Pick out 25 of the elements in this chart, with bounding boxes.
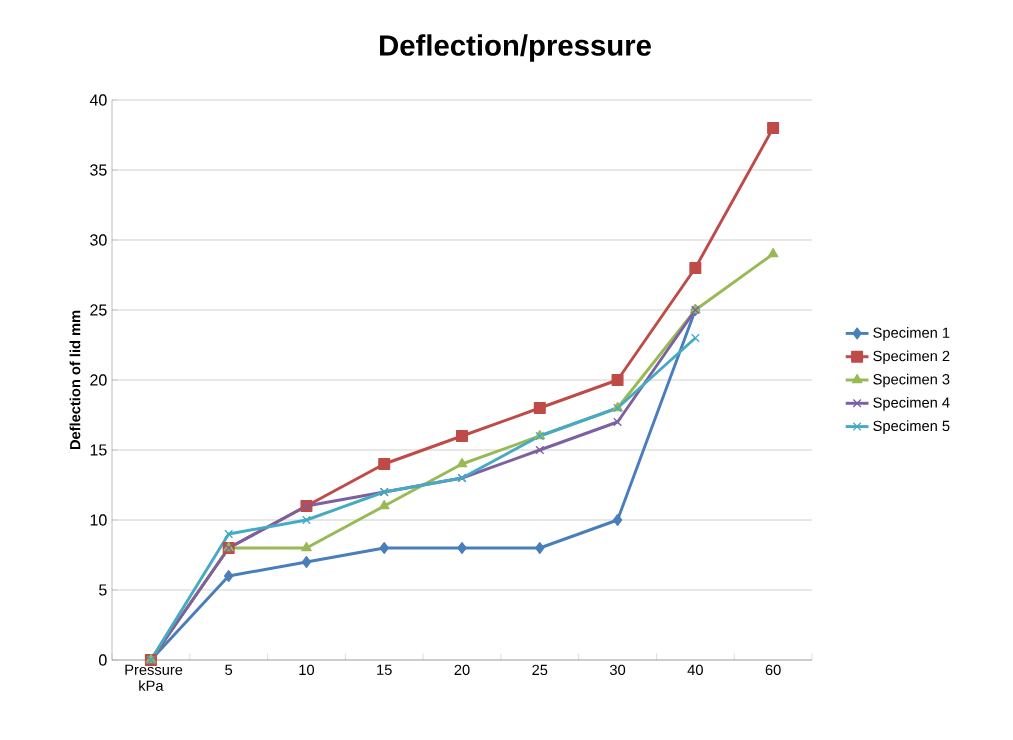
legend-label: Specimen 1 — [873, 327, 950, 341]
x-tick-label: 25 — [532, 664, 548, 676]
legend-label: Specimen 5 — [873, 420, 950, 434]
y-tick-label: 5 — [99, 584, 107, 596]
x-tick-label: 5 — [225, 664, 233, 675]
y-tick-label: 10 — [90, 514, 107, 526]
x-tick-label: 40 — [687, 664, 703, 676]
legend-label: Specimen 2 — [873, 350, 950, 365]
x-tick-label: 60 — [765, 664, 781, 676]
legend-label: Specimen 4 — [873, 396, 950, 411]
x-tick-label: 30 — [609, 664, 626, 676]
x-tick-label: 15 — [377, 664, 392, 675]
y-tick-label: 0 — [99, 654, 107, 666]
y-tick-label: 30 — [90, 234, 107, 246]
y-tick-label: 35 — [90, 164, 107, 176]
y-tick-label: 40 — [89, 94, 107, 106]
legend-label: Specimen 3 — [873, 373, 950, 388]
y-tick-label: 25 — [90, 304, 107, 316]
y-tick-label: 20 — [90, 374, 107, 386]
x-tick-label: 20 — [454, 664, 470, 676]
y-axis-title: Deflection of lid mm — [69, 310, 81, 450]
y-tick-label: 15 — [90, 444, 107, 456]
x-tick-label: Pressure kPa — [125, 664, 183, 691]
chart-title: Deflection/pressure — [380, 34, 651, 62]
x-tick-label: 10 — [299, 664, 315, 676]
